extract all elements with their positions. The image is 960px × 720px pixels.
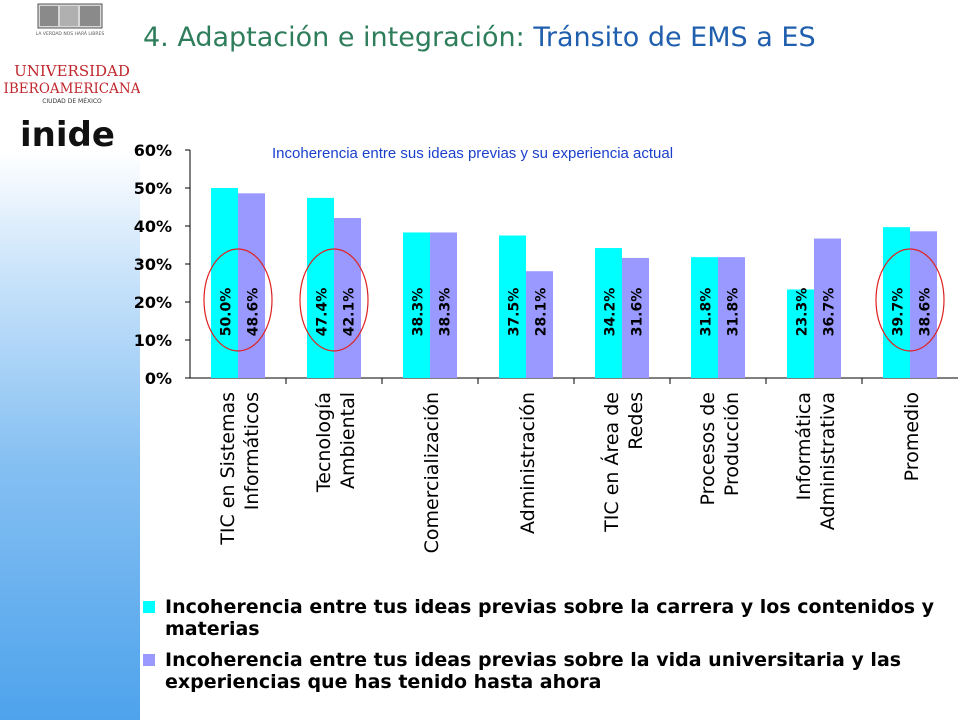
- data-label: 34.2%: [603, 288, 619, 337]
- category-label: Administración: [517, 392, 539, 534]
- bar-series2: [526, 271, 553, 378]
- bar-series1: [499, 235, 526, 378]
- legend-label-series2: Incoherencia entre tus ideas previas sob…: [165, 649, 902, 693]
- category-label: Redes: [625, 392, 647, 450]
- sidebar-background: [0, 0, 140, 720]
- bar-series1: [595, 248, 622, 378]
- data-label: 47.4%: [315, 288, 331, 337]
- legend-item-series1: Incoherencia entre tus ideas previas sob…: [143, 596, 943, 640]
- seal-motto: LA VERDAD NOS HARÁ LIBRES: [36, 30, 105, 37]
- university-city: CIUDAD DE MÉXICO: [42, 97, 102, 105]
- category-label: Ambiental: [337, 392, 359, 489]
- y-tick-label: 10%: [134, 331, 172, 350]
- category-label: TIC en Área de: [600, 392, 623, 533]
- bar-series1: [211, 188, 238, 378]
- data-label: 23.3%: [795, 288, 811, 337]
- category-label: Producción: [721, 392, 743, 496]
- university-logo: LA VERDAD NOS HARÁ LIBRES UNIVERSIDAD IB…: [4, 3, 140, 155]
- bar-series2: [814, 238, 841, 378]
- data-label: 37.5%: [507, 288, 523, 337]
- university-name-line1: UNIVERSIDAD: [14, 62, 130, 80]
- seal-block: [80, 6, 100, 26]
- data-label: 38.3%: [411, 288, 427, 337]
- bar-series2: [334, 218, 361, 378]
- data-label: 31.8%: [726, 288, 742, 337]
- category-label: Promedio: [901, 392, 923, 481]
- seal-block: [40, 6, 58, 26]
- data-label: 50.0%: [219, 288, 235, 337]
- seal-block: [60, 6, 78, 26]
- bar-series2: [430, 232, 457, 378]
- y-tick-label: 0%: [145, 369, 172, 388]
- bar-series1: [883, 227, 910, 378]
- category-label: Informáticos: [241, 392, 263, 510]
- slide-title: 4. Adaptación e integración: Tránsito de…: [143, 22, 816, 53]
- data-label: 31.8%: [699, 288, 715, 337]
- legend-item-series2: Incoherencia entre tus ideas previas sob…: [143, 649, 943, 693]
- data-label: 48.6%: [246, 288, 262, 337]
- category-label: Administrativa: [817, 392, 839, 530]
- legend-swatch-series2: [143, 654, 155, 666]
- y-tick-label: 40%: [134, 217, 172, 236]
- highlight-circle: [203, 248, 273, 352]
- data-label: 38.3%: [438, 288, 454, 337]
- bar-series1: [307, 197, 334, 378]
- university-name-line2: IBEROAMERICANA: [4, 81, 140, 97]
- data-label: 36.7%: [822, 288, 838, 337]
- bar-series2: [622, 257, 649, 378]
- legend-label-series1: Incoherencia entre tus ideas previas sob…: [165, 596, 935, 640]
- category-label: Procesos de: [697, 392, 719, 506]
- y-tick-label: 60%: [134, 141, 172, 160]
- chart-legend: Incoherencia entre tus ideas previas sob…: [143, 596, 943, 702]
- data-label: 42.1%: [342, 288, 358, 337]
- category-label: TIC en Sistemas: [217, 392, 239, 546]
- y-tick-label: 50%: [134, 179, 172, 198]
- bar-series2: [910, 231, 937, 378]
- chart-title: Incoherencia entre sus ideas previas y s…: [272, 145, 674, 162]
- data-label: 28.1%: [534, 288, 550, 337]
- bar-series1: [691, 257, 718, 378]
- inide-logo-text: inide: [20, 115, 115, 155]
- bar-series1: [403, 232, 430, 378]
- data-label: 38.6%: [918, 288, 934, 337]
- y-tick-label: 30%: [134, 255, 172, 274]
- category-label: Comercialización: [421, 392, 443, 553]
- category-label: Informática: [793, 392, 815, 500]
- data-label: 39.7%: [891, 288, 907, 337]
- y-tick-label: 20%: [134, 293, 172, 312]
- slide-title-part1: 4. Adaptación e integración:: [143, 22, 525, 53]
- slide-title-part2: Tránsito de EMS a ES: [533, 22, 816, 53]
- legend-swatch-series1: [143, 601, 155, 613]
- highlight-circle: [875, 248, 945, 352]
- bar-series1: [787, 289, 814, 378]
- data-label: 31.6%: [630, 288, 646, 337]
- highlight-circle: [299, 248, 369, 352]
- category-label: Tecnología: [313, 392, 335, 493]
- bar-series2: [718, 257, 745, 378]
